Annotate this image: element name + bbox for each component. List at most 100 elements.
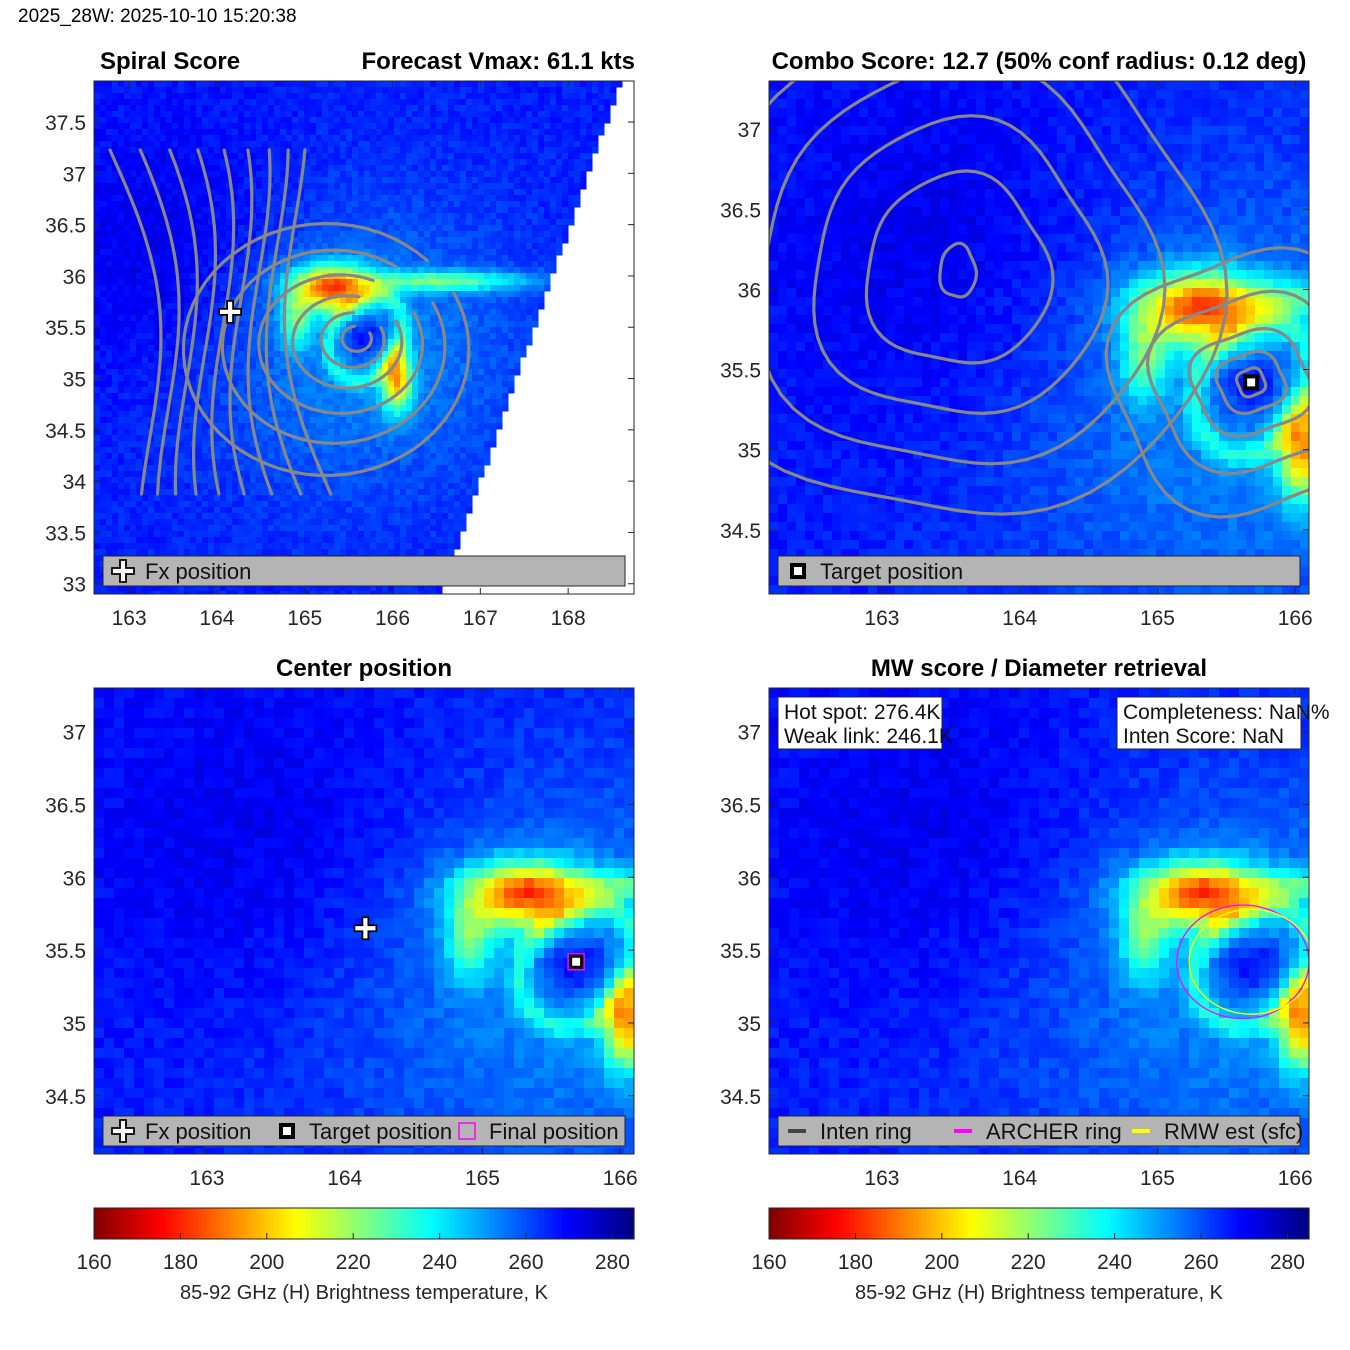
- combo-ytick-label: 36: [738, 279, 761, 302]
- colorbar-left: 160 180 200 220 240 260 280 85-92 GHz (H) Brigh…: [76, 1207, 635, 1304]
- mw-plot-area: 163 164 165 166 34.5 35 35.5 36 36.5 37 Hot spot: …: [720, 687, 1330, 1190]
- center-legend-label: Final position: [489, 1119, 619, 1144]
- spiral-xtick-label: 167: [463, 607, 498, 630]
- cb-left-tick-label: 240: [422, 1251, 457, 1274]
- center-position-panel: Center position 163 164 165 166 34.5 35 35.5 36…: [45, 655, 638, 1190]
- combo-ytick-label: 37: [738, 119, 761, 142]
- spiral-legend: Fx position: [102, 555, 626, 587]
- center-legend: Fx position Target position Final position: [102, 1115, 626, 1147]
- center-legend-fx-symbol: [111, 1119, 135, 1143]
- mw-ytick-label: 34.5: [720, 1086, 761, 1109]
- mw-info-left-line: Hot spot: 276.4K: [784, 701, 940, 724]
- center-xtick-label: 163: [189, 1167, 224, 1190]
- center-ytick-label: 36: [63, 867, 86, 890]
- center-legend-target-symbol: [279, 1123, 295, 1139]
- cb-left-label: 85-92 GHz (H) Brightness temperature, K: [180, 1282, 549, 1304]
- spiral-contours: [108, 148, 471, 496]
- center-ytick-label: 35.5: [45, 940, 86, 963]
- cb-left-tick-label: 200: [249, 1251, 284, 1274]
- combo-ytick-label: 35: [738, 440, 761, 463]
- spiral-score-panel: Spiral Score Forecast Vmax: 61.1 kts 163…: [45, 48, 635, 630]
- mw-legend-label: RMW est (sfc): [1164, 1119, 1303, 1144]
- spiral-xtick-label: 165: [287, 607, 322, 630]
- spiral-ytick-label: 36: [63, 266, 86, 289]
- spiral-ytick-label: 33.5: [45, 522, 86, 545]
- cb-right-tick-label: 220: [1011, 1251, 1046, 1274]
- spiral-legend-fx-symbol: [111, 559, 135, 583]
- combo-plot-area: 163 164 165 166 34.5 35 35.5 36 36.5 37 Target pos…: [720, 80, 1313, 630]
- center-xtick-label: 164: [327, 1167, 362, 1190]
- spiral-xtick-label: 163: [112, 607, 147, 630]
- combo-contours: [769, 81, 1309, 519]
- center-final-marker: [567, 953, 585, 971]
- cb-right-tick-label: 180: [838, 1251, 873, 1274]
- center-xtick-label: 166: [603, 1167, 638, 1190]
- center-fx-marker: [353, 916, 378, 941]
- cb-left-tick-label: 160: [76, 1251, 111, 1274]
- mw-legend-label: ARCHER ring: [986, 1119, 1122, 1144]
- cb-right-tick-label: 200: [924, 1251, 959, 1274]
- mw-xtick-label: 165: [1140, 1167, 1175, 1190]
- spiral-heatmap: [94, 81, 623, 594]
- spiral-plot-area: 163 164 165 166 167 168 33 33.5 34 34.5 35 35.5 36 36…: [45, 80, 635, 630]
- mw-info-right-line: Completeness: NaN%: [1123, 701, 1330, 724]
- mw-title: MW score / Diameter retrieval: [871, 655, 1207, 682]
- center-plot-area: 163 164 165 166 34.5 35 35.5 36 36.5 37 Fx positio…: [45, 687, 638, 1190]
- mw-ytick-label: 35.5: [720, 940, 761, 963]
- mw-ytick-label: 36.5: [720, 795, 761, 818]
- center-ytick-label: 36.5: [45, 795, 86, 818]
- combo-xtick-label: 165: [1140, 607, 1175, 630]
- combo-axes-frame: [768, 80, 1310, 595]
- spiral-ytick-label: 36.5: [45, 215, 86, 238]
- cb-left-tick-label: 180: [163, 1251, 198, 1274]
- mw-ytick-label: 35: [738, 1013, 761, 1036]
- center-legend-label: Target position: [309, 1119, 452, 1144]
- spiral-legend-label: Fx position: [145, 559, 251, 584]
- combo-legend-target-symbol: [790, 563, 806, 579]
- spiral-axes-frame: [93, 80, 635, 595]
- combo-xtick-label: 164: [1002, 607, 1037, 630]
- combo-ytick-label: 36.5: [720, 199, 761, 222]
- combo-target-marker: [1243, 374, 1260, 391]
- mw-info-left-line: Weak link: 246.1K: [784, 725, 953, 748]
- spiral-ytick-label: 35.5: [45, 317, 86, 340]
- spiral-ytick-label: 37: [63, 163, 86, 186]
- archer-ring: [1176, 904, 1309, 1020]
- timestamp-header: 2025_28W: 2025-10-10 15:20:38: [18, 6, 297, 27]
- spiral-ytick-label: 37.5: [45, 112, 86, 135]
- center-target-marker: [568, 953, 585, 970]
- center-xtick-label: 165: [465, 1167, 500, 1190]
- spiral-ytick-label: 34.5: [45, 420, 86, 443]
- mw-legend-label: Inten ring: [820, 1119, 912, 1144]
- combo-legend: Target position: [777, 555, 1301, 587]
- rmw-ring: [1188, 908, 1309, 1015]
- combo-title: Combo Score: 12.7 (50% conf radius: 0.12…: [772, 48, 1307, 75]
- mw-info-right-line: Inten Score: NaN: [1123, 725, 1284, 748]
- center-ytick-label: 35: [63, 1013, 86, 1036]
- spiral-fx-marker: [218, 299, 242, 324]
- center-ytick-label: 34.5: [45, 1086, 86, 1109]
- combo-heatmap: [769, 81, 1309, 594]
- colorbar-right: 160 180 200 220 240 260 280 85-92 GHz (H) Brigh…: [751, 1207, 1310, 1304]
- center-heatmap: [94, 688, 634, 1154]
- mw-xtick-label: 164: [1002, 1167, 1037, 1190]
- combo-ytick-label: 34.5: [720, 520, 761, 543]
- spiral-xtick-label: 164: [199, 607, 234, 630]
- center-title: Center position: [276, 655, 452, 682]
- combo-xtick-label: 163: [864, 607, 899, 630]
- center-legend-label: Fx position: [145, 1119, 251, 1144]
- cb-left-tick-label: 260: [508, 1251, 543, 1274]
- mw-ytick-label: 36: [738, 867, 761, 890]
- cb-left-tick-label: 220: [336, 1251, 371, 1274]
- cb-right-tick-label: 280: [1270, 1251, 1305, 1274]
- spiral-title-left: Spiral Score: [100, 48, 240, 75]
- cb-right-tick-label: 260: [1183, 1251, 1218, 1274]
- spiral-ytick-label: 35: [63, 369, 86, 392]
- mw-legend: Inten ring ARCHER ring RMW est (sfc): [777, 1115, 1303, 1147]
- cb-right-label: 85-92 GHz (H) Brightness temperature, K: [855, 1282, 1224, 1304]
- center-axes-frame: [93, 687, 635, 1155]
- combo-legend-label: Target position: [820, 559, 963, 584]
- mw-xtick-label: 163: [864, 1167, 899, 1190]
